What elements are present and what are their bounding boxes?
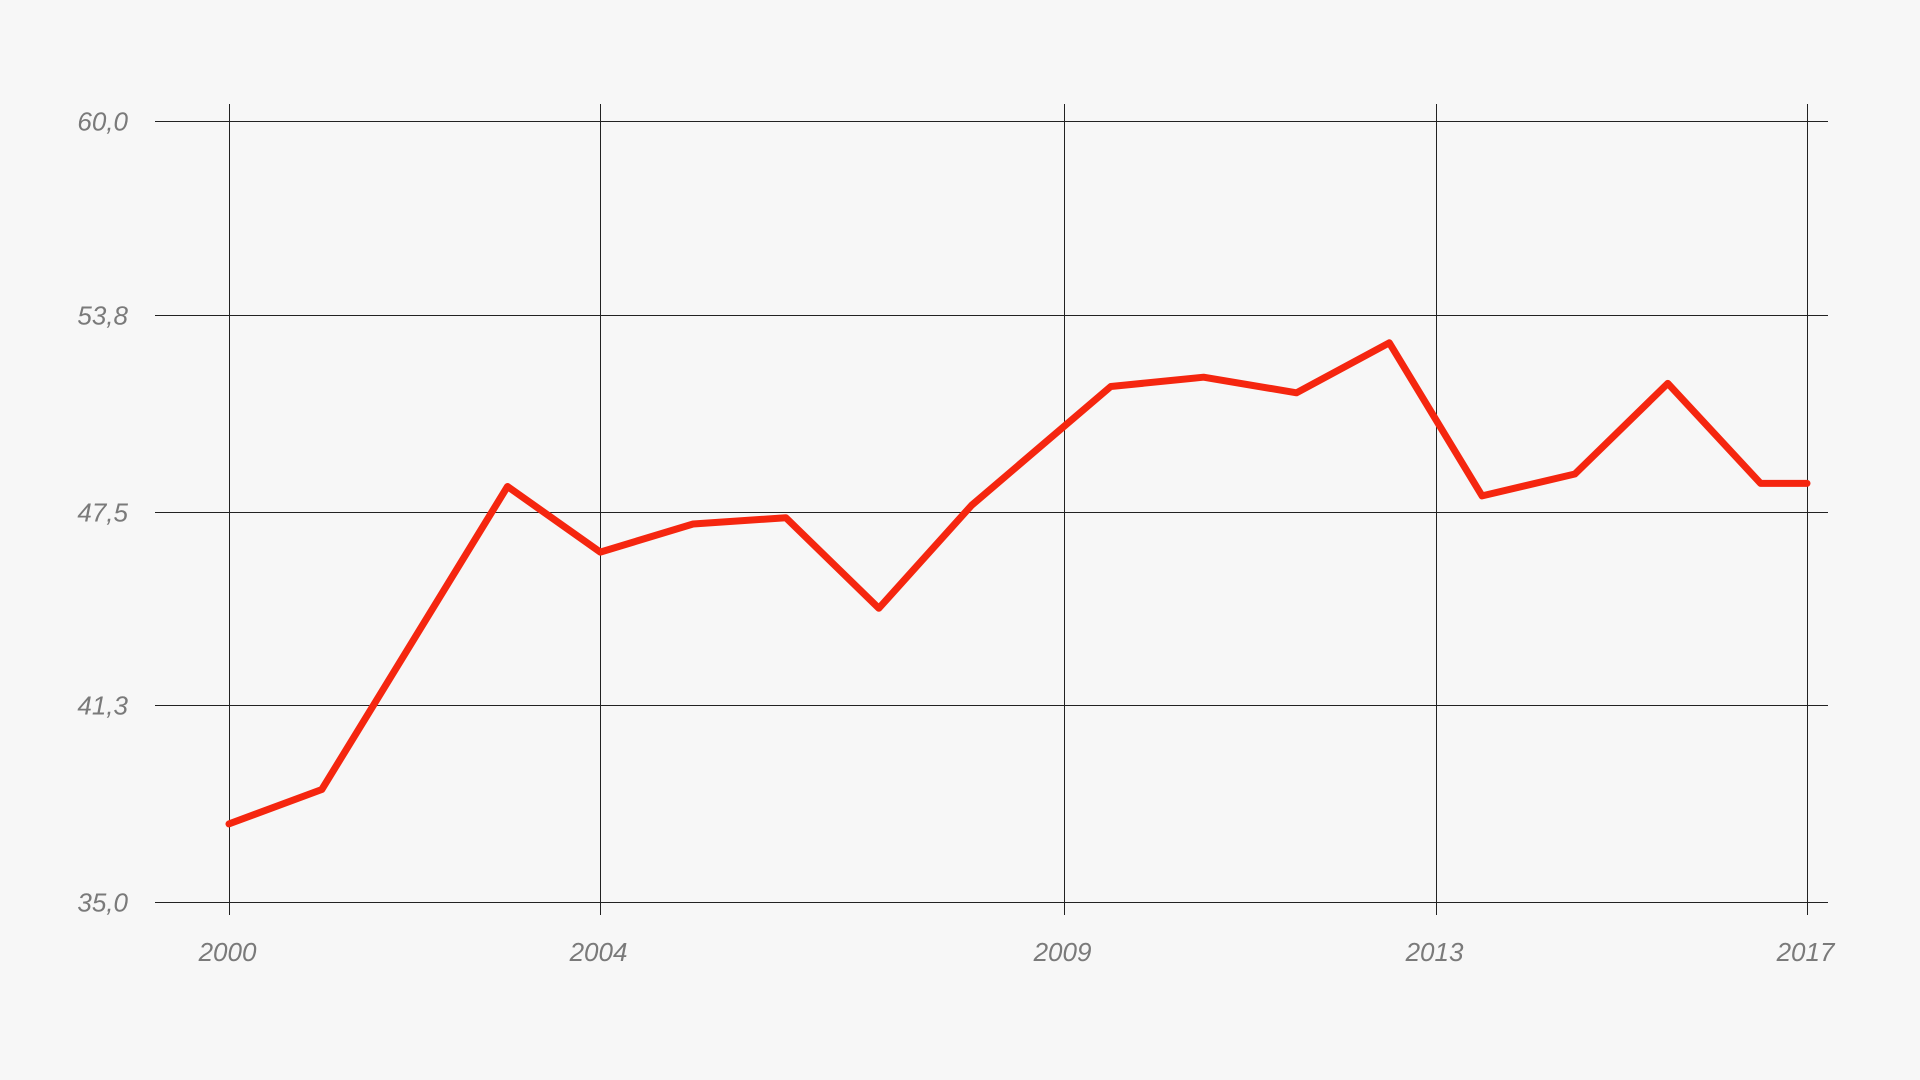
x-tick-label-2: 2009 xyxy=(1033,937,1092,967)
x-tick-label-4: 2017 xyxy=(1776,937,1836,967)
vertical-gridlines xyxy=(229,104,1808,915)
x-tick-label-0: 2000 xyxy=(198,937,257,967)
y-tick-label-2: 47,5 xyxy=(77,498,128,528)
x-tick-label-3: 2013 xyxy=(1405,937,1464,967)
y-tick-label-4: 60,0 xyxy=(77,107,128,137)
y-axis-tick-labels: 35,0 41,3 47,5 53,8 60,0 xyxy=(77,107,128,918)
y-tick-label-1: 41,3 xyxy=(77,691,128,721)
x-tick-label-1: 2004 xyxy=(569,937,628,967)
y-tick-label-0: 35,0 xyxy=(77,888,128,918)
series-group xyxy=(225,339,1811,828)
y-tick-label-3: 53,8 xyxy=(77,301,128,331)
series-line-0 xyxy=(225,339,1811,828)
x-axis-tick-labels: 2000 2004 2009 2013 2017 xyxy=(198,937,1836,967)
horizontal-gridlines xyxy=(155,121,1828,903)
